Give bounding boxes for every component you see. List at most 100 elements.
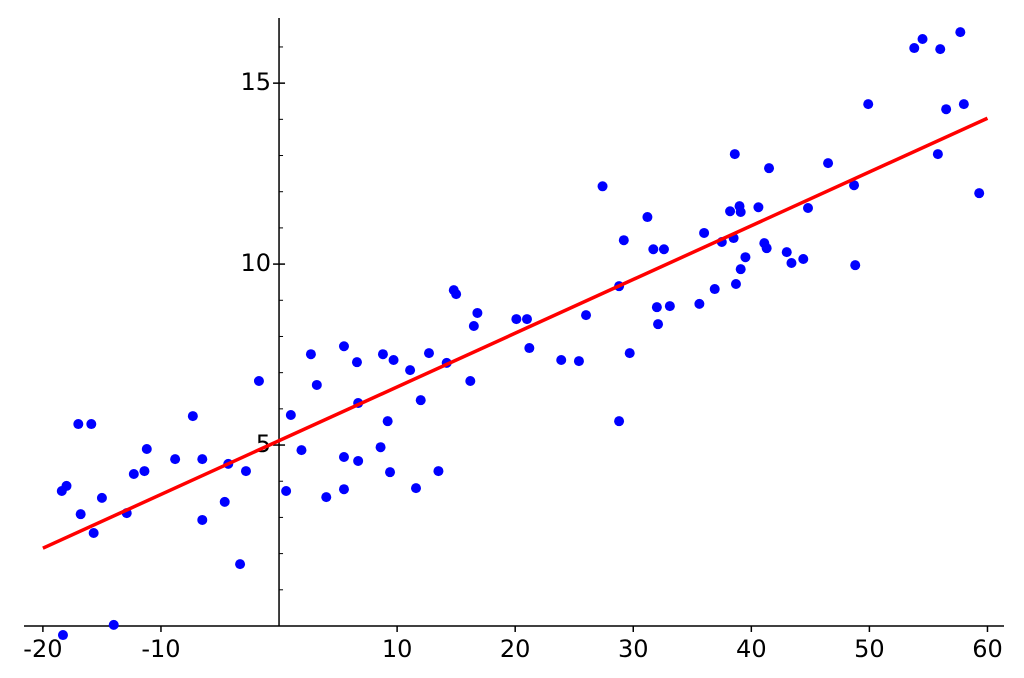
point <box>651 302 662 313</box>
point <box>75 509 86 520</box>
point <box>935 44 946 55</box>
x-tick-label: 10 <box>382 635 413 663</box>
point <box>664 301 675 312</box>
point <box>955 27 966 38</box>
point <box>642 212 653 223</box>
point <box>730 278 741 289</box>
point <box>321 492 332 503</box>
point <box>197 454 208 465</box>
point <box>219 496 230 507</box>
point <box>618 235 629 246</box>
point <box>735 206 746 217</box>
point <box>764 163 775 174</box>
point <box>187 411 198 422</box>
point <box>694 298 705 309</box>
point <box>285 410 296 421</box>
point <box>849 180 860 191</box>
point <box>139 466 150 477</box>
point <box>581 310 592 321</box>
point <box>740 252 751 263</box>
point <box>141 444 152 455</box>
x-tick-label: -10 <box>141 635 180 663</box>
point <box>941 104 952 115</box>
point <box>73 419 84 430</box>
point <box>296 445 307 456</box>
point <box>917 33 928 44</box>
point <box>415 395 426 406</box>
point <box>411 483 421 494</box>
point <box>850 260 861 271</box>
point <box>909 43 920 54</box>
point <box>803 202 813 213</box>
point <box>648 244 659 255</box>
x-tick-label: 50 <box>854 635 885 663</box>
point <box>761 243 772 254</box>
point <box>524 343 535 354</box>
point <box>170 454 181 465</box>
x-tick-label: -20 <box>23 635 62 663</box>
point <box>338 451 349 462</box>
point <box>338 341 349 352</box>
point <box>958 99 969 110</box>
point <box>729 149 740 160</box>
point <box>96 492 107 503</box>
x-tick-label: 40 <box>736 635 767 663</box>
point <box>305 349 316 360</box>
point <box>511 314 522 325</box>
point <box>823 158 834 169</box>
point <box>573 356 584 367</box>
point <box>197 514 208 525</box>
point <box>388 354 399 365</box>
point <box>405 365 416 376</box>
y-tick-label: 10 <box>240 249 271 277</box>
point <box>385 467 396 478</box>
x-tick-label: 20 <box>500 635 531 663</box>
point <box>128 468 139 479</box>
point <box>753 202 764 213</box>
point <box>863 99 874 110</box>
fit-line <box>42 116 989 550</box>
point <box>472 307 483 318</box>
point <box>465 375 476 386</box>
point <box>521 314 532 325</box>
point <box>932 149 943 160</box>
point <box>556 354 567 365</box>
point <box>86 419 97 430</box>
point <box>382 416 393 427</box>
point <box>61 480 72 491</box>
point <box>240 466 251 477</box>
point <box>468 320 479 331</box>
point <box>88 527 99 538</box>
point <box>786 258 797 269</box>
point <box>311 379 322 390</box>
x-tick-label: 30 <box>618 635 649 663</box>
point <box>108 619 119 630</box>
point <box>451 289 462 300</box>
point <box>725 206 736 217</box>
point <box>353 455 364 466</box>
point <box>699 227 710 238</box>
point <box>709 284 720 295</box>
point <box>653 319 664 330</box>
point <box>781 247 792 258</box>
point <box>57 630 68 641</box>
y-tick-label: 15 <box>240 68 271 96</box>
point <box>658 244 669 255</box>
point <box>375 442 386 453</box>
point <box>281 485 292 496</box>
point <box>614 416 625 427</box>
point <box>433 466 444 477</box>
x-tick-label: 60 <box>972 635 1003 663</box>
point <box>377 349 388 360</box>
point <box>423 348 434 359</box>
point <box>798 254 809 265</box>
point <box>351 357 362 368</box>
point <box>735 264 746 275</box>
point <box>253 375 264 386</box>
point <box>338 484 349 495</box>
point <box>974 188 985 199</box>
point <box>235 559 246 570</box>
point <box>597 181 608 192</box>
point <box>624 348 635 359</box>
